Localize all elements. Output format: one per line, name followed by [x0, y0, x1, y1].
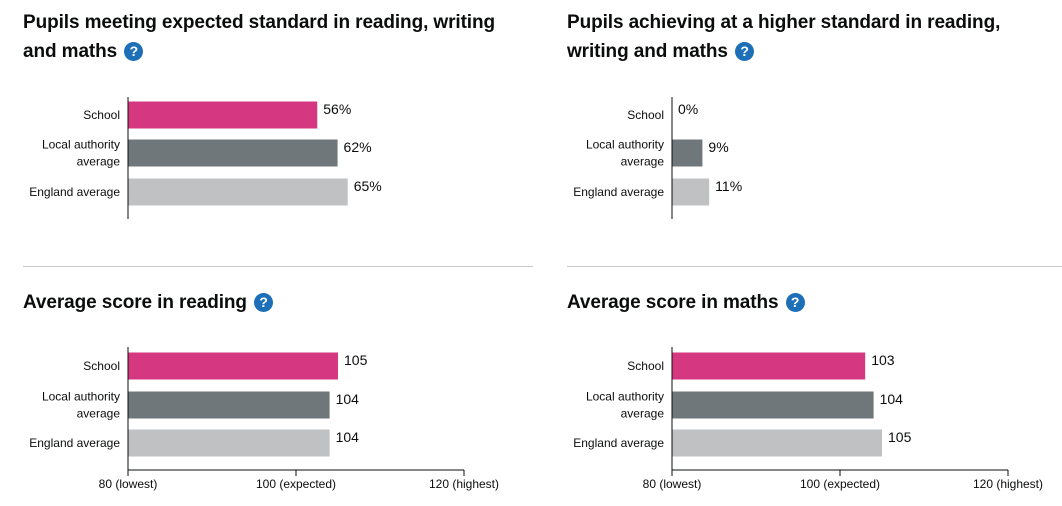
category-label: Local authority	[586, 138, 664, 152]
category-label: England average	[29, 185, 120, 199]
panel-title: Pupils achieving at a higher standard in…	[567, 8, 1000, 66]
title-line-1: Average score in reading	[23, 292, 247, 313]
chart-expected-standard: School 56% Local authority average 62% Englan…	[29, 97, 382, 219]
value-label: 65%	[354, 178, 382, 194]
divider-left	[23, 266, 533, 267]
value-label: 62%	[344, 139, 372, 155]
value-label: 104	[336, 429, 360, 445]
x-tick-label: 80 (lowest)	[643, 477, 702, 491]
x-tick-label: 100 (expected)	[256, 477, 336, 491]
bar-england	[672, 429, 882, 457]
chart-reading-score: School 105 Local authority average 104 Englan…	[29, 347, 499, 491]
x-tick-label: 120 (highest)	[973, 477, 1043, 491]
category-label: England average	[29, 436, 120, 450]
panel-expected-standard: Pupils meeting expected standard in read…	[23, 0, 533, 260]
bar-local-authority	[128, 139, 338, 167]
bar-local-authority	[672, 391, 874, 419]
value-label: 103	[871, 352, 895, 368]
title-line-2: writing and maths	[567, 41, 728, 62]
help-icon[interactable]: ?	[124, 42, 144, 61]
panel-title: Average score in maths ?	[567, 288, 805, 317]
panel-title: Average score in reading ?	[23, 288, 274, 317]
bar-local-authority	[672, 139, 703, 167]
category-label: average	[77, 155, 121, 169]
title-line-2: and maths	[23, 41, 118, 62]
value-label: 105	[344, 352, 368, 368]
category-label: School	[627, 108, 664, 122]
category-label: average	[621, 407, 665, 421]
value-label: 0%	[678, 101, 698, 117]
value-label: 56%	[323, 101, 351, 117]
divider-right	[567, 266, 1062, 267]
bar-school	[128, 352, 338, 380]
bar-england	[672, 178, 710, 206]
x-tick-label: 120 (highest)	[429, 477, 499, 491]
panel-higher-standard: Pupils achieving at a higher standard in…	[567, 0, 1062, 260]
bar-england	[128, 429, 330, 457]
title-line-1: Pupils achieving at a higher standard in…	[567, 12, 1001, 33]
category-label: average	[621, 155, 665, 169]
bar-school	[672, 352, 866, 380]
value-label: 104	[336, 391, 360, 407]
panel-title: Pupils meeting expected standard in read…	[23, 8, 495, 66]
bar-england	[128, 178, 348, 206]
chart-maths-score: School 103 Local authority average 104 Englan…	[573, 347, 1043, 491]
category-label: Local authority	[42, 390, 120, 404]
help-icon[interactable]: ?	[254, 293, 274, 312]
category-label: School	[627, 359, 664, 373]
value-label: 104	[880, 391, 904, 407]
category-label: Local authority	[586, 390, 664, 404]
bar-school	[128, 101, 318, 129]
category-label: Local authority	[42, 138, 120, 152]
x-tick-label: 80 (lowest)	[99, 477, 158, 491]
title-line-1: Average score in maths	[567, 292, 779, 313]
title-line-1: Pupils meeting expected standard in read…	[23, 12, 495, 33]
chart-higher-standard: School 0% Local authority average 9% England …	[573, 97, 742, 219]
category-label: England average	[573, 185, 664, 199]
value-label: 105	[888, 429, 912, 445]
x-tick-label: 100 (expected)	[800, 477, 880, 491]
help-icon[interactable]: ?	[735, 42, 755, 61]
category-label: School	[83, 108, 120, 122]
help-icon[interactable]: ?	[785, 293, 805, 312]
category-label: England average	[573, 436, 664, 450]
bar-local-authority	[128, 391, 330, 419]
value-label: 11%	[715, 178, 742, 194]
category-label: School	[83, 359, 120, 373]
category-label: average	[77, 407, 121, 421]
value-label: 9%	[708, 139, 728, 155]
